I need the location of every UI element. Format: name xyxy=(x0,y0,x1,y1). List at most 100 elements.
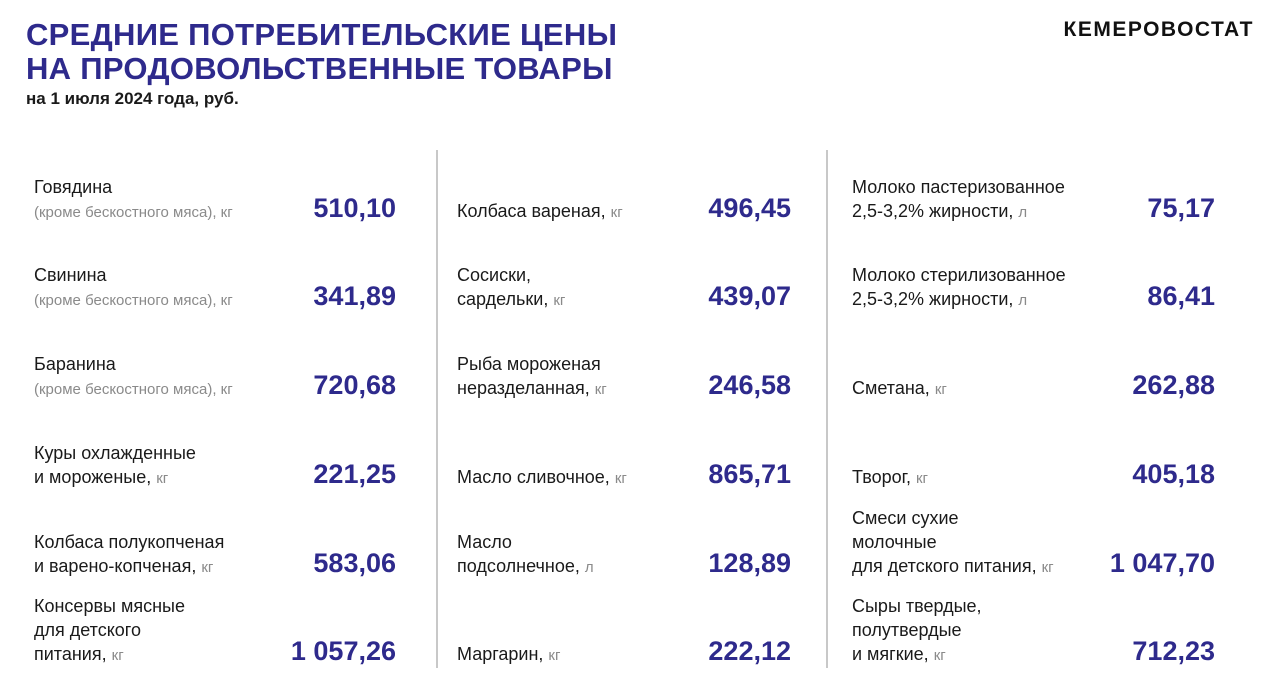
price-value: 439,07 xyxy=(708,281,791,311)
product-unit: кг xyxy=(220,204,233,221)
price-item: Сосиски, сардельки, кг 439,07 xyxy=(457,233,791,313)
page-title: СРЕДНИЕ ПОТРЕБИТЕЛЬСКИЕ ЦЕНЫ НА ПРОДОВОЛ… xyxy=(26,18,617,86)
price-item: Колбаса вареная, кг 496,45 xyxy=(457,145,791,225)
product-unit: кг xyxy=(111,647,124,664)
product-name-line: Молоко стерилизованное xyxy=(852,265,1066,285)
product-name-line: Консервы мясные xyxy=(34,596,185,616)
product-label: Сосиски, сардельки, кг xyxy=(457,263,565,313)
price-item: Молоко стерилизованное 2,5-3,2% жирности,… xyxy=(852,233,1215,313)
product-name-line: Сыры твердые, xyxy=(852,596,982,616)
product-name-line: Колбаса вареная, xyxy=(457,201,606,221)
price-value: 583,06 xyxy=(313,548,396,578)
price-item: Творог, кг 405,18 xyxy=(852,411,1215,491)
product-unit: л xyxy=(1018,204,1028,221)
price-value: 341,89 xyxy=(313,281,396,311)
price-item: Баранина (кроме бескостного мяса), кг 720,… xyxy=(34,322,396,402)
price-value: 1 057,26 xyxy=(290,636,396,666)
product-name: Говядина xyxy=(34,177,113,197)
product-note: (кроме бескостного мяса) xyxy=(34,381,213,398)
product-unit: кг xyxy=(594,381,607,398)
price-item: Масло подсолнечное, л 128,89 xyxy=(457,500,791,580)
product-label: Молоко пастеризованное 2,5-3,2% жирности,… xyxy=(852,175,1065,225)
price-item: Рыба мороженая неразделанная, кг 246,58 xyxy=(457,322,791,402)
price-value: 86,41 xyxy=(1147,281,1215,311)
product-name-line: Маргарин, xyxy=(457,644,544,664)
product-unit: кг xyxy=(614,470,627,487)
product-name-line: и мягкие, xyxy=(852,644,929,664)
price-item: Масло сливочное, кг 865,71 xyxy=(457,411,791,491)
price-item: Колбаса полукопченая и варено-копченая, к… xyxy=(34,500,396,580)
price-item: Маргарин, кг 222,12 xyxy=(457,588,791,668)
product-unit: кг xyxy=(553,292,566,309)
product-unit: кг xyxy=(915,470,929,487)
price-item: Смеси сухие молочные для детского питания,… xyxy=(852,500,1215,580)
price-value: 510,10 xyxy=(313,193,396,223)
product-label: Маргарин, кг xyxy=(457,642,560,668)
product-name-line: Молоко пастеризованное xyxy=(852,177,1065,197)
price-value: 405,18 xyxy=(1132,459,1215,489)
price-value: 496,45 xyxy=(708,193,791,223)
product-label: Консервы мясные для детского питания, кг xyxy=(34,594,185,668)
product-name-line: 2,5-3,2% жирности, xyxy=(852,201,1014,221)
product-name-line: сардельки, xyxy=(457,289,549,309)
product-label: Сметана, кг xyxy=(852,376,947,402)
product-label: Баранина (кроме бескостного мяса), кг xyxy=(34,354,233,398)
product-name-line: Сметана, xyxy=(852,378,930,398)
product-unit: кг xyxy=(201,559,214,576)
price-value: 246,58 xyxy=(708,370,791,400)
product-label: Молоко стерилизованное 2,5-3,2% жирности,… xyxy=(852,263,1066,313)
product-label: Колбаса вареная, кг xyxy=(457,199,623,225)
product-name-line: молочные xyxy=(852,532,937,552)
product-name-line: полутвердые xyxy=(852,620,962,640)
price-value: 712,23 xyxy=(1132,636,1215,666)
product-label: Творог, кг xyxy=(852,465,928,491)
product-unit: кг xyxy=(548,647,561,664)
price-item: Сметана, кг 262,88 xyxy=(852,322,1215,402)
product-label: Сыры твердые, полутвердые и мягкие, кг xyxy=(852,594,982,668)
product-name-line: для детского xyxy=(34,620,141,640)
price-item: Сыры твердые, полутвердые и мягкие, кг 712,… xyxy=(852,588,1215,668)
product-name: Свинина xyxy=(34,265,107,285)
product-unit: кг xyxy=(933,647,946,664)
product-unit: кг xyxy=(610,204,623,221)
product-name-line: Масло сливочное, xyxy=(457,467,610,487)
column-divider-1 xyxy=(436,150,438,668)
product-unit: л xyxy=(584,559,594,576)
product-unit: л xyxy=(1018,292,1028,309)
price-item: Консервы мясные для детского питания, кг 1 … xyxy=(34,588,396,668)
product-name-line: Смеси сухие xyxy=(852,508,959,528)
product-label: Куры охлажденные и мороженые, кг xyxy=(34,441,196,491)
subtitle: на 1 июля 2024 года, руб. xyxy=(26,89,239,108)
price-item: Молоко пастеризованное 2,5-3,2% жирности,… xyxy=(852,145,1215,225)
product-name-line: 2,5-3,2% жирности, xyxy=(852,289,1014,309)
product-name-line: и варено-копченая, xyxy=(34,556,197,576)
price-value: 1 047,70 xyxy=(1109,548,1215,578)
product-name-line: Колбаса полукопченая xyxy=(34,532,225,552)
product-name-line: подсолнечное, xyxy=(457,556,580,576)
product-unit: кг xyxy=(220,381,233,398)
product-unit: кг xyxy=(934,381,947,398)
product-label: Говядина (кроме бескостного мяса), кг xyxy=(34,177,233,221)
price-value: 865,71 xyxy=(708,459,791,489)
product-name-line: для детского питания, xyxy=(852,556,1037,576)
price-value: 75,17 xyxy=(1147,193,1215,223)
product-name-line: Масло xyxy=(457,532,512,552)
product-name-line: Сосиски, xyxy=(457,265,531,285)
product-label: Смеси сухие молочные для детского питания,… xyxy=(852,506,1054,580)
price-item: Свинина (кроме бескостного мяса), кг 341,8… xyxy=(34,233,396,313)
price-value: 128,89 xyxy=(708,548,791,578)
product-label: Рыба мороженая неразделанная, кг xyxy=(457,352,607,402)
product-label: Колбаса полукопченая и варено-копченая, к… xyxy=(34,530,224,580)
price-value: 720,68 xyxy=(313,370,396,400)
product-name: Баранина xyxy=(34,354,116,374)
product-note: (кроме бескостного мяса) xyxy=(34,292,213,309)
product-name-line: Куры охлажденные xyxy=(34,443,196,463)
product-name-line: и мороженые, xyxy=(34,467,152,487)
product-unit: кг xyxy=(156,470,169,487)
product-unit: кг xyxy=(220,292,233,309)
price-value: 222,12 xyxy=(708,636,791,666)
price-item: Куры охлажденные и мороженые, кг 221,25 xyxy=(34,411,396,491)
product-label: Масло подсолнечное, л xyxy=(457,530,594,580)
product-label: Масло сливочное, кг xyxy=(457,465,627,491)
title-line-1: СРЕДНИЕ ПОТРЕБИТЕЛЬСКИЕ ЦЕНЫ xyxy=(26,17,618,52)
